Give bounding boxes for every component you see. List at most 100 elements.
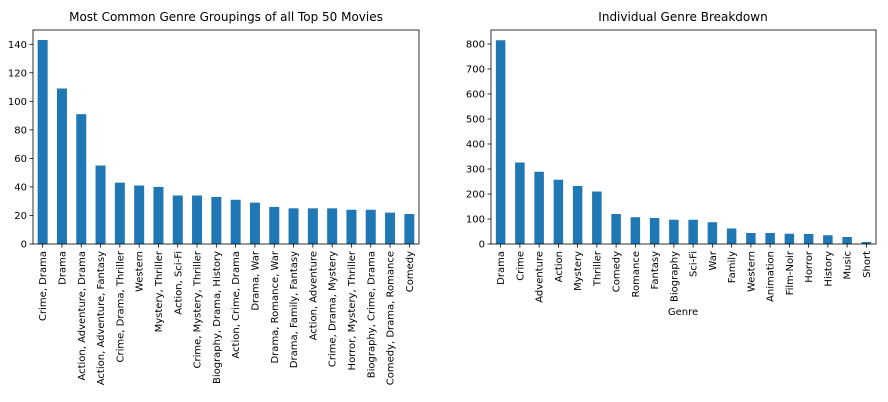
x-tick-label: Family [727, 251, 738, 283]
bar [192, 195, 202, 244]
x-tick-label: Drama, Family, Fantasy [289, 251, 300, 368]
y-tick-label: 0 [21, 240, 27, 251]
bar [115, 183, 125, 244]
bar [289, 208, 299, 244]
bar [573, 186, 583, 244]
x-tick-label: Fantasy [650, 251, 661, 290]
x-tick-label: Action, Adventure [308, 251, 319, 340]
x-tick-label: Romance [631, 251, 642, 297]
x-tick-label: Horror [804, 250, 815, 283]
bar [592, 192, 602, 245]
x-tick-label: Crime, Mystery, Thriller [193, 250, 204, 368]
bars-group [496, 40, 871, 244]
x-tick-label: Animation [766, 251, 777, 302]
x-tick-label: Drama [57, 251, 68, 285]
bar [611, 214, 621, 244]
chart-title: Most Common Genre Groupings of all Top 5… [69, 10, 383, 24]
x-tick-label: Film-Noir [785, 250, 796, 295]
x-tick-label: Adventure [535, 251, 546, 303]
y-tick-label: 800 [466, 40, 485, 51]
x-tick-label: Action, Adventure, Drama [77, 251, 88, 381]
bar [346, 210, 356, 244]
bar [688, 220, 698, 244]
x-tick-label: Drama, War [250, 250, 261, 311]
bar [385, 213, 395, 244]
bar [669, 220, 679, 244]
y-tick-label: 500 [466, 115, 485, 126]
bar [785, 234, 795, 244]
bar [746, 233, 756, 244]
bar [308, 208, 318, 244]
y-tick-label: 100 [466, 215, 485, 226]
x-tick-label: Western [746, 251, 757, 292]
x-tick-label: Action [554, 251, 565, 282]
bar [496, 40, 506, 244]
bar [57, 88, 67, 244]
genre-groupings-chart: Most Common Genre Groupings of all Top 5… [8, 10, 419, 385]
bar [765, 233, 775, 244]
genre-breakdown-chart: Individual Genre Breakdown 0 100 200 300 400… [466, 10, 876, 318]
bar [269, 207, 279, 244]
bar [631, 217, 641, 244]
plot-frame [33, 30, 419, 244]
x-tick-label: Action, Sci-Fi [173, 251, 184, 315]
x-tick-label: Action, Crime, Drama [231, 251, 242, 359]
bar [515, 163, 525, 245]
plot-frame [491, 30, 876, 244]
y-tick-label: 200 [466, 190, 485, 201]
y-tick-label: 120 [8, 68, 27, 79]
x-tick-label: Comedy [405, 251, 416, 292]
bar [327, 208, 337, 244]
bar [727, 229, 737, 245]
x-tick-label: Biography, Drama, History [212, 251, 223, 384]
y-tick-label: 600 [466, 90, 485, 101]
x-tick-label: Action, Adventure, Fantasy [96, 251, 107, 385]
x-tick-label: Mystery [573, 251, 584, 291]
bar [231, 200, 241, 244]
x-tick-label: Comedy [612, 251, 623, 292]
bar [38, 40, 48, 244]
y-tick-label: 0 [479, 240, 485, 251]
x-tick-label: Crime, Drama [38, 251, 49, 321]
y-tick-label: 80 [14, 125, 27, 136]
x-tick-label: War [708, 250, 719, 270]
bar [76, 114, 86, 244]
y-tick-label: 140 [8, 40, 27, 51]
bar [534, 172, 544, 244]
y-tick-group: 0 100 200 300 400 500 600 700 800 [466, 40, 491, 251]
bars-group [38, 40, 415, 244]
x-tick-label: Mystery, Thriller [154, 250, 165, 332]
x-tick-label: Drama [496, 251, 507, 285]
x-tick-label: Short [862, 251, 873, 278]
bar [650, 218, 660, 244]
x-tick-label: Western [135, 251, 146, 292]
y-tick-label: 20 [14, 211, 27, 222]
x-tick-label: Drama, Romance, War [270, 250, 281, 363]
bar [134, 186, 144, 244]
y-tick-label: 300 [466, 165, 485, 176]
x-tick-label: Horror, Mystery, Thriller [347, 250, 358, 370]
bar [823, 235, 833, 244]
x-axis-label: Genre [668, 307, 698, 318]
x-tick-label: Crime, Drama, Mystery [328, 251, 339, 367]
bar [250, 203, 260, 244]
bar [804, 234, 814, 244]
x-tick-label: Biography, Crime, Drama [366, 251, 377, 378]
x-tick-label: History [823, 251, 834, 287]
x-tick-label: Music [843, 251, 854, 279]
x-tick-label: Thriller [592, 250, 603, 287]
y-tick-label: 40 [14, 182, 27, 193]
x-tick-label: Sci-Fi [689, 251, 700, 277]
bar [404, 214, 414, 244]
bar [173, 195, 183, 244]
bar [153, 187, 163, 244]
y-tick-group: 0 20 40 60 80 100 120 140 [8, 40, 33, 251]
bar [708, 222, 718, 244]
y-tick-label: 100 [8, 97, 27, 108]
x-tick-label: Crime [515, 251, 526, 281]
bar [554, 180, 564, 244]
bar [366, 210, 376, 244]
x-tick-group: Crime, Drama Drama Action, Adventure, Dram… [38, 244, 416, 385]
y-tick-label: 400 [466, 140, 485, 151]
